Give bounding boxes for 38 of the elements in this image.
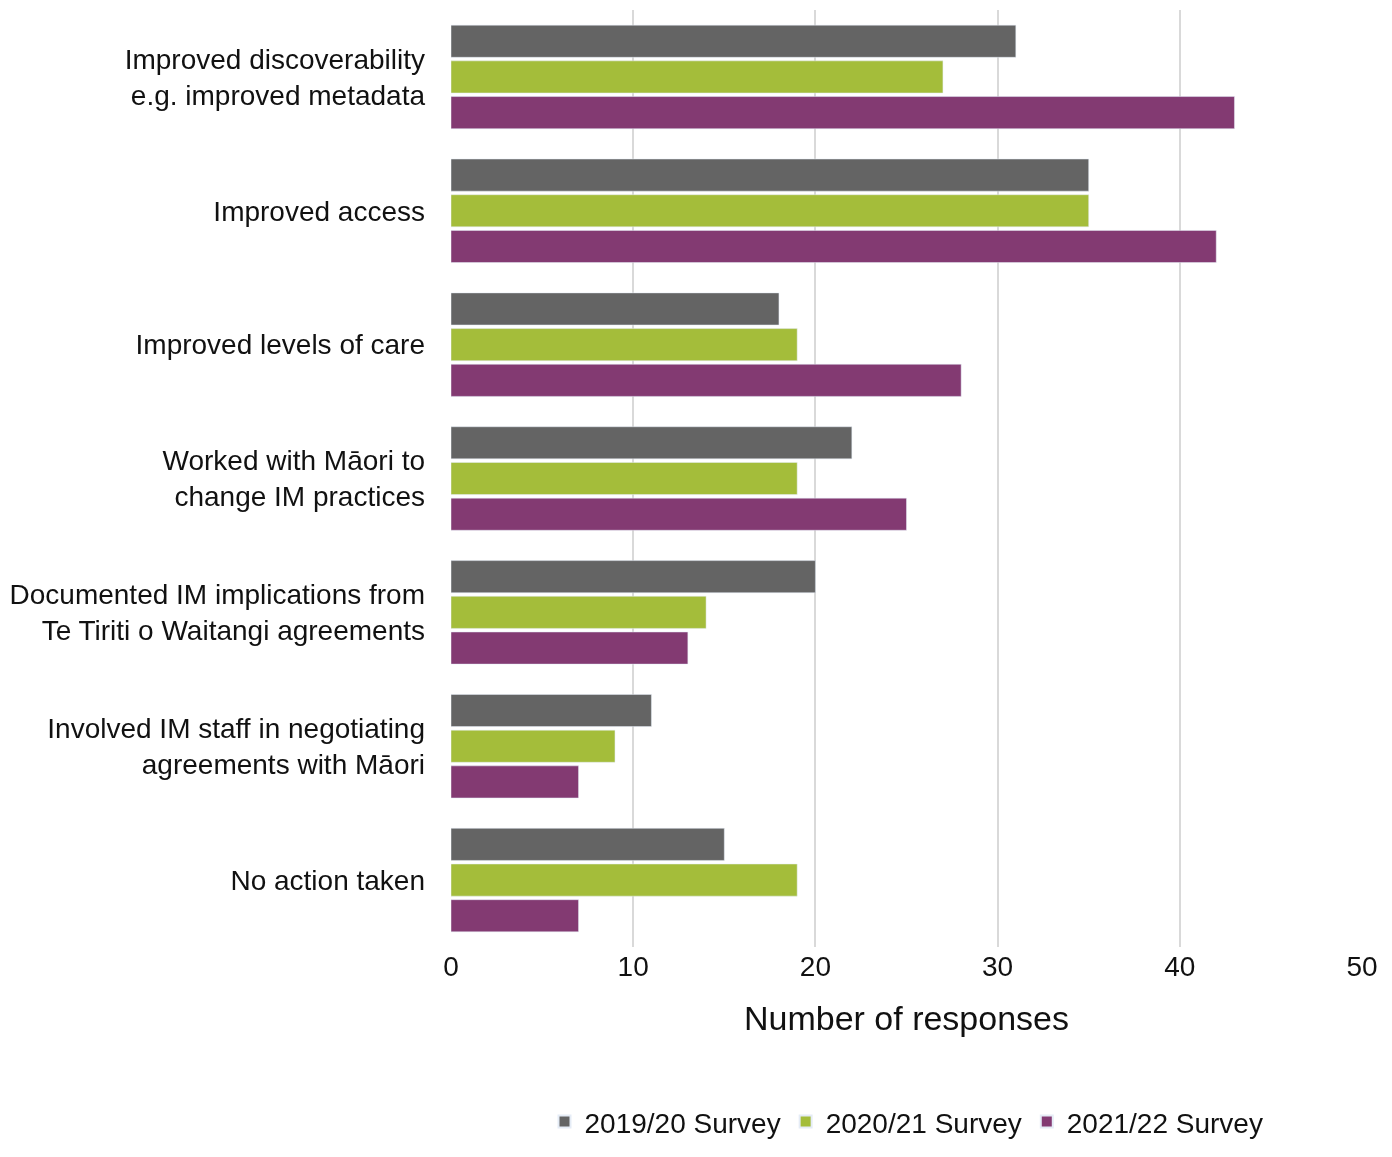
y-tick-label: No action taken xyxy=(230,864,425,896)
bar xyxy=(451,24,1017,58)
bar xyxy=(451,596,707,629)
legend-label: 2021/22 Survey xyxy=(1066,1107,1263,1139)
y-tick-label: Improved access xyxy=(213,195,425,227)
x-tick-label: 20 xyxy=(799,951,831,982)
y-tick-label: Documented IM implications from Te Tiriti o Waitangi agreements xyxy=(9,578,425,647)
bar xyxy=(451,899,579,933)
bar xyxy=(451,462,798,495)
y-tick-label: Involved IM staff in negotiating agreements with Māori xyxy=(47,712,425,781)
x-axis-title: Number of responses xyxy=(743,999,1070,1038)
bar xyxy=(451,364,962,397)
y-tick-label: Improved levels of care xyxy=(135,329,425,361)
bar xyxy=(451,328,798,361)
bar xyxy=(451,694,652,727)
bar xyxy=(451,631,689,665)
bar xyxy=(451,765,579,799)
bar xyxy=(451,729,616,763)
x-tick-label: 10 xyxy=(617,951,649,982)
bar xyxy=(451,60,944,94)
bar xyxy=(451,863,798,897)
bar xyxy=(451,426,853,460)
x-tick-label: 50 xyxy=(1346,951,1378,982)
legend-label: 2020/21 Survey xyxy=(825,1107,1022,1139)
y-tick-label: Improved discoverability e.g. improved metadata xyxy=(124,43,426,111)
x-tick-label: 40 xyxy=(1164,951,1196,982)
y-tick-label: Worked with Māori to change IM practices xyxy=(162,445,425,513)
legend-label: 2019/20 Survey xyxy=(584,1107,781,1139)
bar xyxy=(451,230,1217,263)
x-tick-label: 0 xyxy=(443,951,459,982)
bar xyxy=(451,497,907,531)
bar xyxy=(451,96,1235,129)
bar xyxy=(451,194,1089,228)
x-tick-label: 30 xyxy=(982,951,1014,982)
bar xyxy=(451,292,780,326)
bar xyxy=(451,828,725,861)
bar xyxy=(451,560,816,593)
bar xyxy=(451,158,1089,192)
